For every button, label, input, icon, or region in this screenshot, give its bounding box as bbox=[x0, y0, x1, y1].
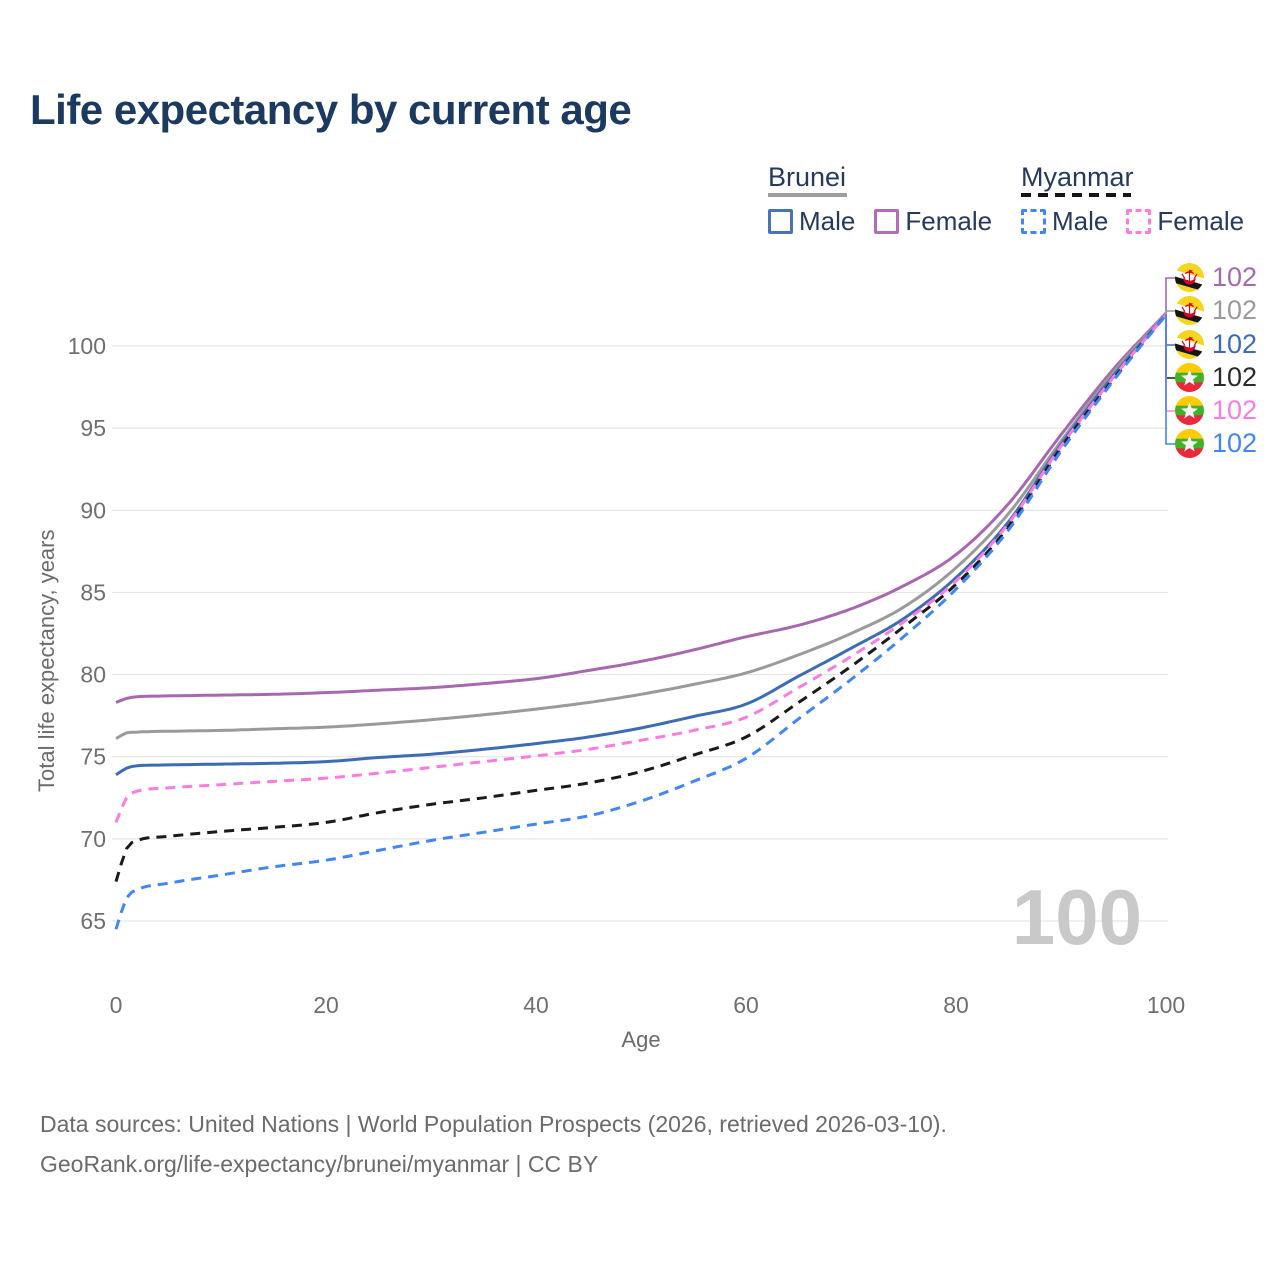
x-tick-label: 80 bbox=[943, 992, 969, 1018]
end-marker-brunei-both: 102 bbox=[1175, 296, 1257, 325]
legend-item-myanmar-male[interactable]: Male bbox=[1021, 206, 1108, 237]
legend-item-myanmar-female[interactable]: Female bbox=[1126, 206, 1244, 237]
end-value-myanmar-both: 102 bbox=[1212, 362, 1258, 392]
y-tick-label: 65 bbox=[80, 908, 106, 934]
end-connector-0 bbox=[1165, 277, 1177, 314]
brunei-flag-icon bbox=[1175, 296, 1204, 325]
end-marker-myanmar-both: 102 bbox=[1175, 363, 1257, 392]
legend-country-myanmar[interactable]: Myanmar bbox=[1021, 162, 1134, 192]
brunei-male-swatch-icon[interactable] bbox=[768, 209, 793, 234]
footer: Data sources: United Nations | World Pop… bbox=[40, 1104, 947, 1184]
legend-items-myanmar: Male Female bbox=[1021, 206, 1244, 237]
footer-data-sources: Data sources: United Nations | World Pop… bbox=[40, 1111, 947, 1137]
page-title: Life expectancy by current age bbox=[30, 86, 632, 133]
end-marker-myanmar-male: 102 bbox=[1175, 429, 1257, 458]
brunei-solid-line-key bbox=[768, 193, 847, 197]
legend-country-brunei[interactable]: Brunei bbox=[768, 162, 847, 192]
x-tick-label: 0 bbox=[110, 992, 123, 1018]
myanmar-male-swatch-icon[interactable] bbox=[1021, 209, 1046, 234]
legend-item-brunei-female[interactable]: Female bbox=[874, 206, 992, 237]
x-tick-label: 20 bbox=[313, 992, 339, 1018]
end-value-myanmar-male: 102 bbox=[1212, 428, 1258, 458]
x-axis-title: Age bbox=[621, 1027, 661, 1052]
series-line-brunei-both-sexes[interactable] bbox=[115, 312, 1168, 740]
y-tick-label: 100 bbox=[68, 333, 106, 359]
series-line-myanmar-both-sexes[interactable] bbox=[114, 313, 1168, 883]
legend-item-brunei-male[interactable]: Male bbox=[768, 206, 855, 237]
myanmar-female-swatch-icon[interactable] bbox=[1126, 209, 1152, 234]
y-tick-label: 70 bbox=[80, 826, 106, 852]
series-line-brunei-male[interactable] bbox=[115, 313, 1168, 777]
legend-group-myanmar: Myanmar Male Female bbox=[1021, 163, 1244, 237]
brunei-female-swatch-icon[interactable] bbox=[874, 209, 900, 234]
legend-label-brunei-female: Female bbox=[905, 206, 993, 236]
legend-group-brunei: Brunei Male Female bbox=[768, 163, 992, 237]
x-tick-label: 100 bbox=[1147, 992, 1185, 1018]
myanmar-flag-icon bbox=[1175, 429, 1204, 458]
legend-label-myanmar-male: Male bbox=[1052, 206, 1109, 236]
y-tick-label: 85 bbox=[80, 579, 106, 605]
end-connector-5 bbox=[1165, 314, 1177, 445]
legend-label-brunei-male: Male bbox=[799, 206, 856, 236]
end-value-brunei-both: 102 bbox=[1212, 295, 1258, 325]
y-tick-label: 75 bbox=[80, 744, 106, 770]
myanmar-flag-icon bbox=[1175, 363, 1204, 392]
y-tick-label: 95 bbox=[80, 415, 106, 441]
footer-attribution[interactable]: GeoRank.org/life-expectancy/brunei/myanm… bbox=[40, 1151, 599, 1177]
legend-label-myanmar-female: Female bbox=[1157, 206, 1245, 236]
myanmar-dashed-line-key bbox=[1021, 193, 1131, 197]
x-tick-label: 60 bbox=[733, 992, 759, 1018]
series-line-myanmar-male[interactable] bbox=[114, 313, 1168, 930]
legend-items-brunei: Male Female bbox=[768, 206, 992, 237]
series-line-myanmar-female[interactable] bbox=[114, 313, 1168, 823]
brunei-flag-icon bbox=[1175, 263, 1204, 292]
end-marker-brunei-female: 102 bbox=[1175, 263, 1257, 292]
end-marker-myanmar-female: 102 bbox=[1175, 396, 1257, 425]
end-connector-1 bbox=[1165, 310, 1177, 314]
brunei-flag-icon bbox=[1175, 330, 1204, 359]
y-tick-label: 90 bbox=[80, 497, 106, 523]
series-line-brunei-female[interactable] bbox=[115, 312, 1168, 704]
y-tick-label: 80 bbox=[80, 662, 106, 688]
myanmar-flag-icon bbox=[1175, 396, 1204, 425]
end-value-myanmar-female: 102 bbox=[1212, 395, 1258, 425]
end-value-brunei-female: 102 bbox=[1212, 262, 1258, 292]
end-marker-brunei-male: 102 bbox=[1175, 330, 1257, 359]
end-value-brunei-male: 102 bbox=[1212, 329, 1258, 359]
x-tick-label: 40 bbox=[523, 992, 549, 1018]
y-axis-title: Total life expectancy, years bbox=[34, 529, 59, 793]
watermark-value: 100 bbox=[1012, 873, 1142, 961]
